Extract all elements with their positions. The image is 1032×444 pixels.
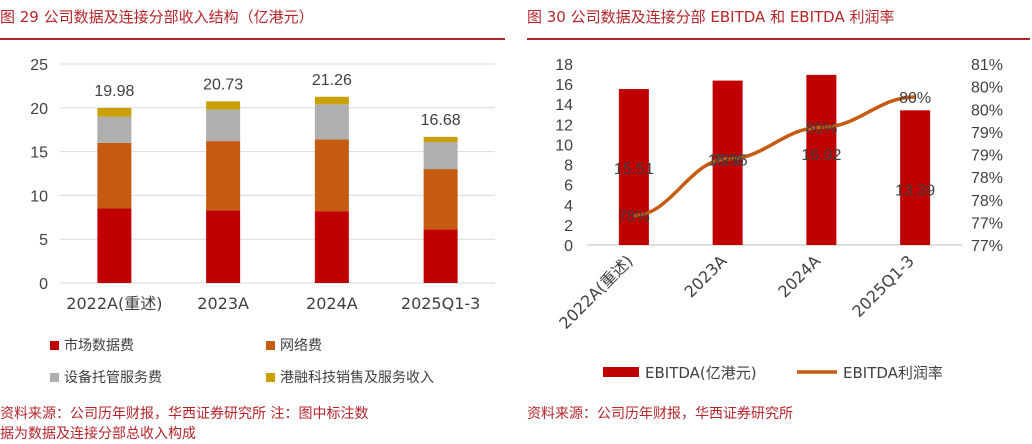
bar-segment: [423, 136, 458, 142]
total-data-label: 19.98: [94, 83, 134, 100]
y-left-tick-label: 18: [555, 57, 573, 74]
legend-swatch: [50, 341, 59, 350]
ebitda-data-label: 15.51: [614, 161, 654, 178]
bar-segment: [314, 139, 349, 212]
left-source-note-2: 据为数据及连接分部总收入构成: [0, 426, 196, 442]
margin-data-label: 79%: [712, 152, 744, 169]
ebitda-data-label: 16.92: [801, 147, 841, 164]
total-data-label: 21.26: [312, 72, 352, 89]
y-left-tick-label: 4: [564, 198, 573, 215]
x-tick-label: 2025Q1-3: [848, 251, 918, 321]
x-tick-label: 2023A: [680, 251, 730, 301]
bar-segment: [97, 116, 132, 143]
y-tick-label: 20: [30, 101, 48, 118]
y-tick-label: 15: [30, 145, 48, 162]
bar-segment: [423, 141, 458, 170]
margin-data-label: 80%: [805, 120, 837, 137]
legend-label: 港融科技销售及服务收入: [280, 370, 434, 386]
ebitda-bar: [900, 110, 931, 245]
y-tick-label: 25: [30, 57, 48, 74]
legend-swatch: [50, 373, 59, 382]
total-data-label: 16.68: [421, 112, 461, 129]
right-figure-title: 图 30 公司数据及连接分部 EBITDA 和 EBITDA 利润率: [527, 8, 895, 26]
left-chart: 0 5 10 15 20 25 19.98 2022A(重述) 20.73 2023A 21.26 2…: [30, 57, 495, 386]
ebitda-data-label: 13.39: [895, 182, 935, 199]
bar-segment: [97, 142, 132, 209]
total-data-label: 20.73: [203, 76, 243, 93]
bar-segment: [423, 169, 458, 230]
y-tick-label: 5: [39, 232, 48, 249]
left-figure-title: 图 29 公司数据及连接分部收入结构（亿港元）: [0, 8, 314, 26]
y-left-tick-label: 8: [564, 158, 573, 175]
bar-segment: [206, 210, 241, 283]
legend-label: EBITDA利润率: [843, 364, 943, 382]
y-left-tick-label: 12: [555, 117, 573, 134]
bar-segment: [206, 109, 241, 142]
legend-label: 市场数据费: [64, 337, 134, 354]
y-right-tick-label: 80%: [971, 80, 1003, 97]
legend-label: 设备托管服务费: [64, 369, 162, 386]
right-chart: 0 2 4 6 8 10 12 14 16 18 77% 77% 78% 78% 79% 79% 80% 80% 8…: [555, 57, 1003, 382]
y-tick-label: 0: [39, 276, 48, 293]
bar-segment: [314, 96, 349, 105]
y-right-tick-label: 78%: [971, 193, 1003, 210]
left-source-note: 资料来源：公司历年财报，华西证券研究所 注：图中标注数: [0, 406, 369, 422]
y-right-tick-label: 81%: [971, 57, 1003, 74]
ebitda-bar: [618, 89, 649, 245]
bar-segment: [206, 141, 241, 211]
y-left-tick-label: 6: [564, 178, 573, 195]
y-right-tick-label: 77%: [971, 238, 1003, 255]
margin-line: [633, 95, 916, 218]
y-left-tick-label: 14: [555, 97, 573, 114]
ebitda-bar: [712, 80, 743, 245]
y-right-tick-label: 79%: [971, 125, 1003, 142]
bar-segment: [423, 229, 458, 283]
left-title-rule: [0, 38, 505, 40]
y-left-tick-label: 0: [564, 238, 573, 255]
x-tick-label: 2022A(重述): [66, 294, 162, 313]
legend-swatch: [266, 373, 275, 382]
y-right-tick-label: 80%: [971, 102, 1003, 119]
ebitda-data-label: 16.35: [708, 153, 748, 170]
x-tick-label: 2024A: [306, 294, 358, 313]
legend-swatch-bar: [603, 367, 639, 377]
y-right-tick-label: 79%: [971, 148, 1003, 165]
y-right-tick-label: 77%: [971, 215, 1003, 232]
y-tick-label: 10: [30, 188, 48, 205]
margin-data-label: 78%: [618, 209, 650, 226]
x-tick-label: 2025Q1-3: [401, 294, 480, 313]
y-left-tick-label: 16: [555, 77, 573, 94]
x-tick-label: 2023A: [197, 294, 249, 313]
x-tick-label: 2022A(重述): [555, 251, 636, 332]
right-source-note: 资料来源：公司历年财报，华西证券研究所: [527, 406, 793, 422]
ebitda-bar: [806, 74, 837, 245]
y-left-tick-label: 2: [564, 218, 573, 235]
right-title-rule: [527, 38, 1030, 40]
bar-segment: [314, 104, 349, 140]
legend-swatch: [266, 341, 275, 350]
bar-segment: [97, 208, 132, 283]
bar-segment: [314, 211, 349, 283]
margin-data-label: 80%: [899, 90, 931, 107]
legend-label: 网络费: [280, 338, 322, 354]
legend-label: EBITDA(亿港元): [645, 364, 757, 382]
x-tick-label: 2024A: [774, 251, 824, 301]
bar-segment: [97, 107, 132, 117]
y-left-tick-label: 10: [555, 137, 573, 154]
y-right-tick-label: 78%: [971, 170, 1003, 187]
bar-segment: [206, 101, 241, 110]
